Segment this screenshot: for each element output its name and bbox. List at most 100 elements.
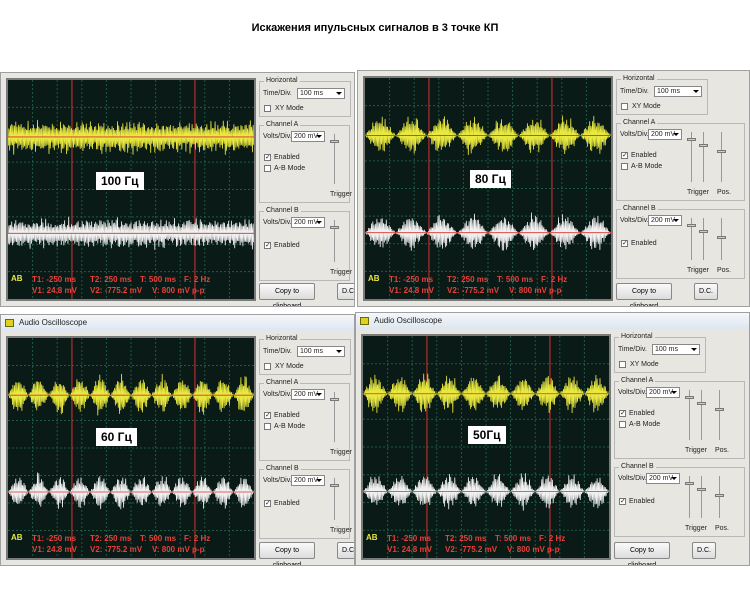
- slider-thumb[interactable]: [699, 144, 708, 147]
- scope-plot: [365, 78, 611, 299]
- slider-thumb[interactable]: [685, 396, 694, 399]
- time-div-dropdown[interactable]: 100 ms: [654, 86, 702, 97]
- slider-track: [689, 476, 690, 518]
- scope-screen: 50Гц AB T1: -250 ms T2: 250 ms T: 500 ms F: 2…: [361, 334, 611, 560]
- status-t: T: 500 ms: [497, 275, 534, 284]
- button[interactable]: Copy to clipboard: [616, 283, 672, 306]
- status-v: V: 800 mV p-p: [152, 286, 205, 295]
- slider-thumb[interactable]: [330, 140, 339, 143]
- checkbox[interactable]: ✓: [621, 152, 628, 159]
- status-v1: V1: 24.8 mV: [32, 545, 77, 554]
- button[interactable]: D.C.: [337, 542, 354, 559]
- label: Pos.: [715, 447, 730, 454]
- volts-div-dropdown[interactable]: 200 mV: [291, 217, 325, 228]
- volts-div-dropdown[interactable]: 200 mV: [291, 475, 325, 486]
- label: A-B Mode: [274, 165, 306, 172]
- checkbox[interactable]: ✓: [264, 242, 271, 249]
- group-title: Channel A: [619, 377, 656, 384]
- slider-track: [703, 132, 704, 182]
- button[interactable]: D.C.: [337, 283, 354, 300]
- volts-div-dropdown[interactable]: 200 mV: [646, 387, 680, 398]
- checkbox[interactable]: ✓: [264, 500, 271, 507]
- scope-screen: 100 Гц AB T1: -250 ms T2: 250 ms T: 500 ms F:…: [6, 78, 256, 301]
- label: Enabled: [631, 240, 657, 247]
- slider-thumb[interactable]: [330, 484, 339, 487]
- checkbox[interactable]: ✓: [621, 240, 628, 247]
- slider-thumb[interactable]: [699, 230, 708, 233]
- volts-div-dropdown[interactable]: 200 mV: [291, 389, 325, 400]
- slider-thumb[interactable]: [330, 398, 339, 401]
- label: Trigger: [685, 525, 707, 532]
- horizontal-group: Horizontal Time/Div. 100 ms XY Mode: [259, 77, 351, 117]
- checkbox[interactable]: [264, 363, 271, 370]
- checkbox[interactable]: ✓: [619, 410, 626, 417]
- label: Trigger: [330, 449, 352, 456]
- slider-thumb[interactable]: [715, 408, 724, 411]
- slider-track: [334, 392, 335, 442]
- checkbox[interactable]: ✓: [264, 154, 271, 161]
- volts-div-dropdown[interactable]: 200 mV: [648, 215, 682, 226]
- oscilloscope-window: Audio Oscilloscope 50Гц AB T1: -250 ms T2: 2…: [355, 312, 750, 566]
- channel-a-group: Channel A Volts/Div. 200 mV ✓ Enabled A-B Mod…: [259, 379, 352, 461]
- slider-thumb[interactable]: [687, 138, 696, 141]
- checkbox[interactable]: [619, 361, 626, 368]
- checkbox[interactable]: ✓: [264, 412, 271, 419]
- label: Enabled: [274, 412, 300, 419]
- checkbox[interactable]: [621, 163, 628, 170]
- checkbox[interactable]: ✓: [619, 498, 626, 505]
- button[interactable]: Copy to clipboard: [259, 542, 315, 565]
- button[interactable]: Copy to clipboard: [259, 283, 315, 306]
- volts-div-dropdown[interactable]: 200 mV: [646, 473, 680, 484]
- slider-track: [703, 218, 704, 260]
- slider-thumb[interactable]: [697, 402, 706, 405]
- volts-div-dropdown[interactable]: 200 mV: [648, 129, 682, 140]
- volts-div-dropdown[interactable]: 200 mV: [291, 131, 325, 142]
- label: Time/Div.: [263, 90, 292, 97]
- slider-thumb[interactable]: [715, 494, 724, 497]
- status-t1: T1: -250 ms: [387, 534, 432, 543]
- label: A-B Mode: [629, 421, 661, 428]
- page-title: Искажения ипульсных сигналов в 3 точке К…: [251, 22, 499, 34]
- time-div-dropdown[interactable]: 100 ms: [297, 88, 345, 99]
- label: Trigger: [330, 191, 352, 198]
- status-t2: T2: 250 ms: [445, 534, 487, 543]
- checkbox[interactable]: [264, 165, 271, 172]
- time-div-dropdown[interactable]: 100 ms: [297, 346, 345, 357]
- label: Trigger: [687, 189, 709, 196]
- frequency-label: 50Гц: [468, 426, 506, 444]
- app-icon: [360, 317, 369, 325]
- status-t2: T2: 250 ms: [90, 534, 132, 543]
- slider-track: [721, 132, 722, 182]
- checkbox[interactable]: [264, 423, 271, 430]
- label: Volts/Div.: [263, 391, 292, 398]
- group-title: Channel A: [264, 379, 301, 386]
- group-title: Channel A: [621, 119, 658, 126]
- label: Volts/Div.: [263, 219, 292, 226]
- label: Volts/Div.: [618, 389, 647, 396]
- button[interactable]: D.C.: [692, 542, 716, 559]
- channel-b-group: Channel B Volts/Div. 200 mV ✓ Enabled Trigger: [259, 465, 352, 539]
- group-title: Channel B: [621, 205, 658, 212]
- slider-thumb[interactable]: [330, 226, 339, 229]
- button[interactable]: Copy to clipboard: [614, 542, 670, 565]
- status-t1: T1: -250 ms: [32, 534, 77, 543]
- checkbox[interactable]: [264, 105, 271, 112]
- waveform: [8, 216, 254, 250]
- checkbox[interactable]: [621, 103, 628, 110]
- slider-thumb[interactable]: [717, 236, 726, 239]
- time-div-dropdown[interactable]: 100 ms: [652, 344, 700, 355]
- slider-thumb[interactable]: [685, 482, 694, 485]
- slider-thumb[interactable]: [687, 224, 696, 227]
- slider-thumb[interactable]: [697, 488, 706, 491]
- checkbox[interactable]: [619, 421, 626, 428]
- oscilloscope-window: 100 Гц AB T1: -250 ms T2: 250 ms T: 500 ms F:…: [0, 72, 355, 307]
- label: XY Mode: [632, 103, 661, 110]
- group-title: Horizontal: [621, 75, 657, 82]
- label: Time/Div.: [263, 348, 292, 355]
- status-f: F: 2 Hz: [541, 275, 568, 284]
- slider-thumb[interactable]: [717, 150, 726, 153]
- horizontal-group: Horizontal Time/Div. 100 ms XY Mode: [616, 75, 708, 115]
- button[interactable]: D.C.: [694, 283, 718, 300]
- label: Trigger: [330, 269, 352, 276]
